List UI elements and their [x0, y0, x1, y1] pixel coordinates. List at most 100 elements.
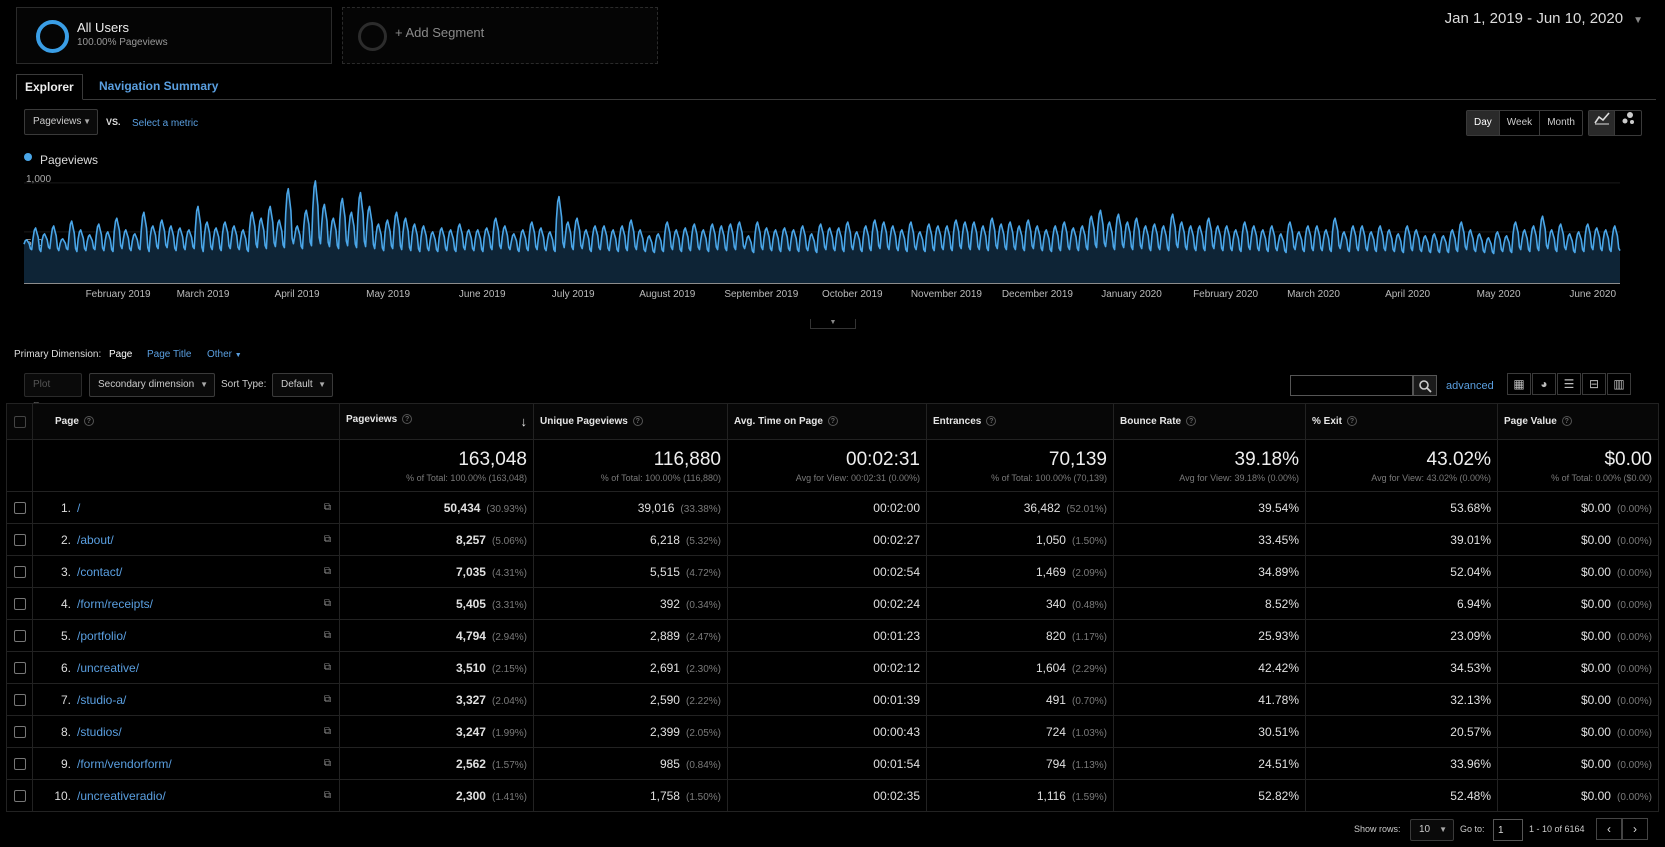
- header-exit[interactable]: % Exit?: [1305, 403, 1498, 440]
- table-row[interactable]: 3. /contact/ ⧉ 7,035 (4.31%) 5,515 (4.72%) 00:0…: [6, 555, 1659, 588]
- segment-all-users[interactable]: All Users 100.00% Pageviews: [16, 7, 332, 64]
- row-checkbox-cell: [6, 779, 33, 812]
- row-checkbox[interactable]: [13, 694, 26, 707]
- row-index: 2.: [60, 532, 71, 547]
- page-link[interactable]: /studio-a/: [77, 692, 127, 707]
- motion-chart-icon[interactable]: [1615, 111, 1641, 135]
- open-page-external-icon[interactable]: ⧉: [323, 502, 331, 513]
- pageviews-cell: 3,327 (2.04%): [339, 683, 534, 716]
- header-avg-time[interactable]: Avg. Time on Page?: [727, 403, 927, 440]
- page-link[interactable]: /uncreativeradio/: [77, 788, 166, 803]
- plot-rows-button[interactable]: Plot Rows: [24, 373, 82, 412]
- page-link[interactable]: /: [77, 500, 81, 515]
- row-checkbox[interactable]: [13, 598, 26, 611]
- header-pageviews[interactable]: Pageviews? ↓: [339, 403, 534, 440]
- header-entrances[interactable]: Entrances?: [926, 403, 1114, 440]
- open-page-external-icon[interactable]: ⧉: [323, 662, 331, 673]
- dimension-page[interactable]: Page: [109, 349, 133, 360]
- granularity-week-button[interactable]: Week: [1500, 111, 1541, 135]
- row-checkbox[interactable]: [13, 502, 26, 515]
- pivot-view-icon[interactable]: ▥: [1607, 373, 1631, 395]
- table-view-icon[interactable]: ▦: [1507, 373, 1531, 395]
- advanced-filter-link[interactable]: advanced: [1446, 380, 1494, 392]
- open-page-external-icon[interactable]: ⧉: [323, 790, 331, 801]
- page-link[interactable]: /contact/: [77, 564, 123, 579]
- help-icon[interactable]: ?: [1347, 416, 1358, 427]
- next-page-button[interactable]: ›: [1622, 818, 1648, 840]
- select-metric-link[interactable]: Select a metric: [132, 118, 199, 129]
- header-unique-pageviews[interactable]: Unique Pageviews?: [533, 403, 728, 440]
- page-link[interactable]: /portfolio/: [77, 628, 127, 643]
- table-row[interactable]: 2. /about/ ⧉ 8,257 (5.06%) 6,218 (5.32%) 00:02:…: [6, 523, 1659, 556]
- tab-explorer[interactable]: Explorer: [16, 74, 83, 100]
- row-checkbox[interactable]: [13, 662, 26, 675]
- pageviews-cell: 2,562 (1.57%): [339, 747, 534, 780]
- show-rows-select[interactable]: 10 ▼: [1410, 819, 1454, 841]
- page-value-cell: $0.00 (0.00%): [1497, 683, 1659, 716]
- open-page-external-icon[interactable]: ⧉: [323, 598, 331, 609]
- open-page-external-icon[interactable]: ⧉: [323, 758, 331, 769]
- granularity-day-button[interactable]: Day: [1467, 111, 1500, 135]
- table-row[interactable]: 8. /studios/ ⧉ 3,247 (1.99%) 2,399 (2.05%) 00:0…: [6, 715, 1659, 748]
- open-page-external-icon[interactable]: ⧉: [323, 534, 331, 545]
- row-checkbox[interactable]: [13, 566, 26, 579]
- x-tick-label: March 2020: [1287, 289, 1340, 300]
- table-search-input[interactable]: [1290, 375, 1413, 396]
- table-row[interactable]: 1. / ⧉ 50,434 (30.93%) 39,016 (33.38%) 00:02:00…: [6, 491, 1659, 524]
- row-checkbox[interactable]: [13, 630, 26, 643]
- performance-view-icon[interactable]: ☰: [1557, 373, 1581, 395]
- help-icon[interactable]: ?: [827, 416, 838, 427]
- open-page-external-icon[interactable]: ⧉: [323, 726, 331, 737]
- table-row[interactable]: 6. /uncreative/ ⧉ 3,510 (2.15%) 2,691 (2.30%) 0…: [6, 651, 1659, 684]
- open-page-external-icon[interactable]: ⧉: [323, 694, 331, 705]
- granularity-month-button[interactable]: Month: [1547, 117, 1575, 128]
- page-link[interactable]: /uncreative/: [77, 660, 140, 675]
- row-checkbox[interactable]: [13, 758, 26, 771]
- pageviews-value: 3,510: [455, 660, 486, 675]
- header-bounce-rate-label: Bounce Rate: [1120, 416, 1182, 427]
- comparison-view-icon[interactable]: ⊟: [1582, 373, 1606, 395]
- dimension-other-dropdown[interactable]: Other ▼: [207, 349, 242, 360]
- search-button[interactable]: [1413, 375, 1437, 396]
- previous-page-button[interactable]: ‹: [1596, 818, 1622, 840]
- x-tick-label: June 2019: [459, 289, 506, 300]
- help-icon[interactable]: ?: [1186, 416, 1197, 427]
- header-page[interactable]: Page?: [32, 403, 340, 440]
- line-chart-icon[interactable]: [1589, 111, 1615, 135]
- open-page-external-icon[interactable]: ⧉: [323, 630, 331, 641]
- row-checkbox[interactable]: [13, 726, 26, 739]
- table-row[interactable]: 10. /uncreativeradio/ ⧉ 2,300 (1.41%) 1,758 (1…: [6, 779, 1659, 812]
- metric-select[interactable]: Pageviews ▼: [24, 109, 98, 135]
- dimension-page-title[interactable]: Page Title: [147, 349, 192, 360]
- caret-down-icon: ▼: [234, 352, 242, 359]
- tab-navigation-summary[interactable]: Navigation Summary: [99, 79, 219, 93]
- table-row[interactable]: 4. /form/receipts/ ⧉ 5,405 (3.31%) 392 (0.34%)…: [6, 587, 1659, 620]
- help-icon[interactable]: ?: [632, 416, 643, 427]
- table-row[interactable]: 9. /form/vendorform/ ⧉ 2,562 (1.57%) 985 (0.84…: [6, 747, 1659, 780]
- header-bounce-rate[interactable]: Bounce Rate?: [1113, 403, 1306, 440]
- table-row[interactable]: 7. /studio-a/ ⧉ 3,327 (2.04%) 2,590 (2.22%) 00:…: [6, 683, 1659, 716]
- pie-view-icon[interactable]: ◕: [1532, 373, 1556, 395]
- sort-type-label: Sort Type:: [221, 379, 267, 390]
- page-link[interactable]: /about/: [77, 532, 114, 547]
- sort-type-select[interactable]: Default ▼: [272, 373, 333, 397]
- date-range-picker[interactable]: Jan 1, 2019 - Jun 10, 2020 ▼: [1445, 10, 1643, 27]
- pageviews-value: 3,327: [455, 692, 486, 707]
- help-icon[interactable]: ?: [83, 416, 94, 427]
- page-link[interactable]: /form/receipts/: [77, 596, 154, 611]
- add-segment-button[interactable]: + Add Segment: [342, 7, 658, 64]
- page-link[interactable]: /studios/: [77, 724, 122, 739]
- help-icon[interactable]: ?: [1561, 416, 1572, 427]
- select-all-checkbox[interactable]: [13, 415, 26, 428]
- row-checkbox[interactable]: [13, 790, 26, 803]
- open-page-external-icon[interactable]: ⧉: [323, 566, 331, 577]
- help-icon[interactable]: ?: [986, 416, 997, 427]
- secondary-dimension-select[interactable]: Secondary dimension ▼: [89, 373, 215, 397]
- chart-collapse-handle[interactable]: ▼: [810, 319, 856, 329]
- header-page-value[interactable]: Page Value?: [1497, 403, 1659, 440]
- goto-page-input[interactable]: [1493, 819, 1523, 841]
- page-link[interactable]: /form/vendorform/: [77, 756, 172, 771]
- help-icon[interactable]: ?: [402, 414, 413, 425]
- table-row[interactable]: 5. /portfolio/ ⧉ 4,794 (2.94%) 2,889 (2.47%) 00…: [6, 619, 1659, 652]
- row-checkbox[interactable]: [13, 534, 26, 547]
